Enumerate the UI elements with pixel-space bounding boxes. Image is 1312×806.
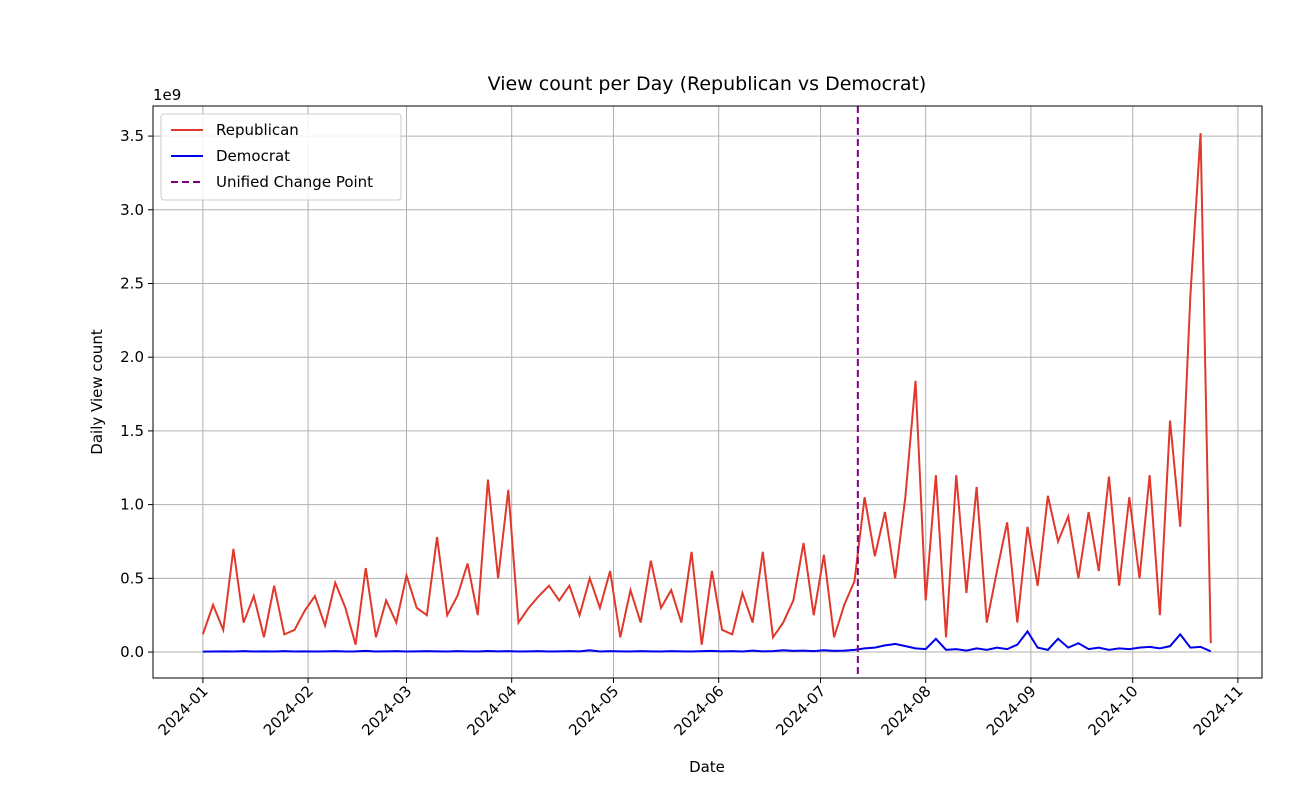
legend-label: Unified Change Point	[216, 173, 373, 191]
y-tick-label: 1.5	[120, 422, 144, 440]
legend-label: Republican	[216, 121, 299, 139]
y-tick-label: 1.0	[120, 496, 144, 514]
x-tick-label: 2024-08	[877, 682, 934, 739]
y-tick-label: 2.5	[120, 274, 144, 292]
x-tick-label: 2024-07	[772, 682, 829, 739]
x-axis-label: Date	[689, 758, 725, 776]
series-line	[201, 133, 1212, 645]
y-offset-label: 1e9	[153, 86, 181, 104]
chart-title: View count per Day (Republican vs Democr…	[488, 73, 927, 95]
x-tick-label: 2024-11	[1190, 682, 1247, 739]
x-tick-label: 2024-01	[155, 682, 212, 739]
y-axis-label: Daily View count	[88, 329, 106, 455]
legend-label: Democrat	[216, 147, 290, 165]
x-tick-label: 2024-03	[358, 682, 415, 739]
axes-frame	[152, 105, 1263, 679]
x-tick-label: 2024-10	[1084, 682, 1141, 739]
x-tick-label: 2024-09	[983, 682, 1040, 739]
y-tick-label: 0.5	[120, 569, 144, 587]
y-tick-label: 3.5	[120, 127, 144, 145]
series-line	[202, 629, 1212, 653]
x-tick-label: 2024-04	[463, 682, 520, 739]
y-tick-label: 0.0	[120, 643, 144, 661]
y-tick-label: 2.0	[120, 348, 144, 366]
x-tick-label: 2024-02	[260, 682, 317, 739]
legend-box	[160, 113, 402, 201]
y-tick-label: 3.0	[120, 201, 144, 219]
x-tick-label: 2024-05	[565, 682, 622, 739]
x-tick-label: 2024-06	[670, 682, 727, 739]
